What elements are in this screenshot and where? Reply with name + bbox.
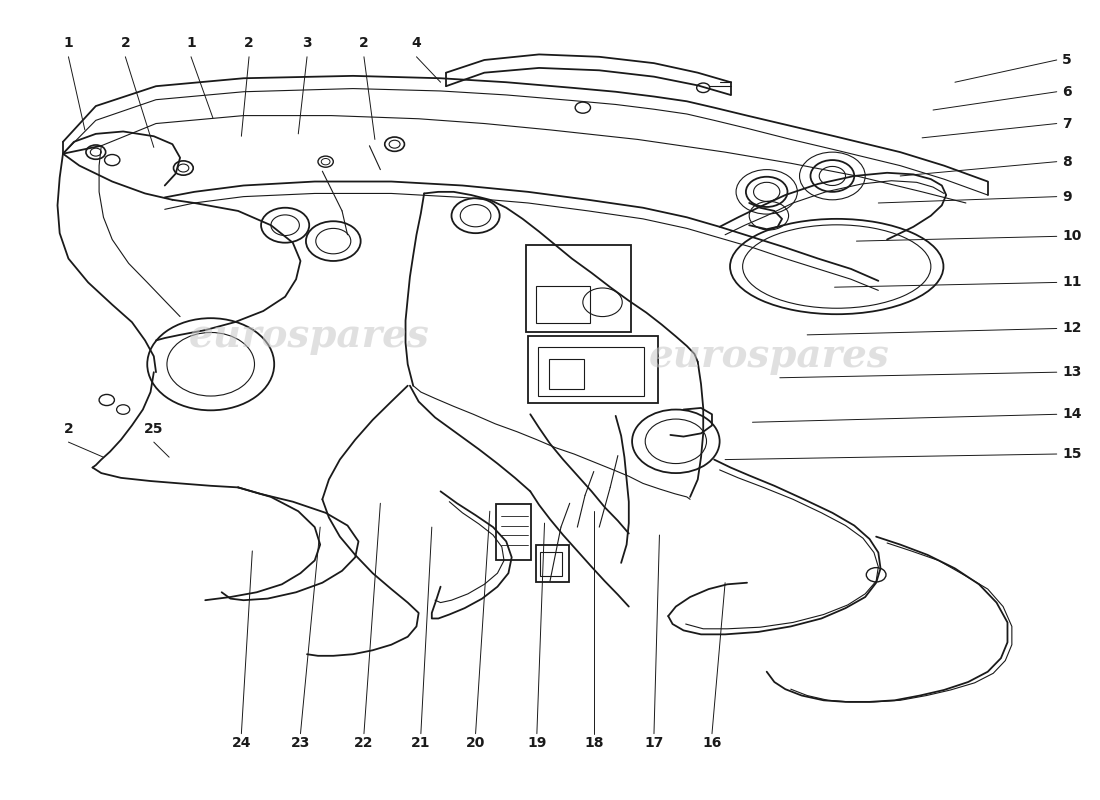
Text: 24: 24 [232, 736, 251, 750]
Text: 11: 11 [1063, 275, 1081, 290]
Text: 2: 2 [359, 37, 369, 50]
Text: 12: 12 [1063, 322, 1081, 335]
Text: 18: 18 [584, 736, 604, 750]
FancyBboxPatch shape [536, 286, 591, 323]
Text: 19: 19 [527, 736, 547, 750]
Text: 2: 2 [121, 37, 130, 50]
FancyBboxPatch shape [549, 359, 584, 389]
Text: 7: 7 [1063, 117, 1071, 130]
Text: eurospares: eurospares [189, 318, 430, 355]
Text: 2: 2 [244, 37, 254, 50]
Text: 21: 21 [411, 736, 430, 750]
Text: 17: 17 [645, 736, 663, 750]
FancyBboxPatch shape [528, 337, 658, 403]
Text: 8: 8 [1063, 154, 1071, 169]
FancyBboxPatch shape [496, 504, 531, 560]
Text: 15: 15 [1063, 447, 1081, 461]
FancyBboxPatch shape [536, 545, 569, 582]
FancyBboxPatch shape [538, 346, 645, 396]
FancyBboxPatch shape [540, 552, 562, 575]
Text: 5: 5 [1063, 53, 1071, 67]
FancyBboxPatch shape [526, 245, 631, 332]
Text: 3: 3 [302, 37, 311, 50]
Text: 25: 25 [144, 422, 164, 436]
Text: 9: 9 [1063, 190, 1071, 204]
Text: 22: 22 [354, 736, 374, 750]
Text: 14: 14 [1063, 407, 1081, 422]
Text: 20: 20 [466, 736, 485, 750]
Text: 23: 23 [290, 736, 310, 750]
Text: 1: 1 [64, 37, 74, 50]
Text: 10: 10 [1063, 230, 1081, 243]
Text: 13: 13 [1063, 365, 1081, 379]
Text: 4: 4 [411, 37, 421, 50]
Text: 1: 1 [186, 37, 196, 50]
Text: 16: 16 [702, 736, 722, 750]
Text: eurospares: eurospares [649, 338, 889, 375]
Text: 6: 6 [1063, 85, 1071, 98]
Text: 2: 2 [64, 422, 74, 436]
